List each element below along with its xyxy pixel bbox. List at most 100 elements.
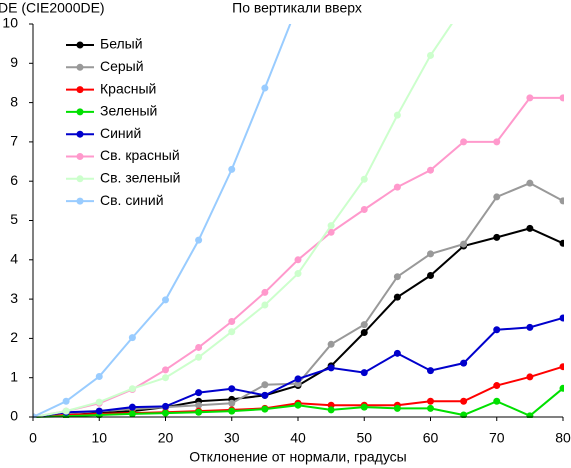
data-point [128,334,136,342]
data-point [95,373,103,381]
y-axis-label: DE (CIE2000DE) [0,0,105,16]
data-point [559,384,564,392]
data-point [228,165,236,173]
data-point [427,51,434,59]
data-point [526,94,534,102]
legend: Белый Серый Красный Зеленый Синий Св. красный… [66,36,180,208]
data-point [460,359,468,367]
data-point [559,314,564,322]
y-tick-label: 5 [10,211,18,227]
data-point [460,240,468,248]
data-point [228,328,236,336]
x-tick-label: 50 [356,430,372,446]
data-point [493,397,501,405]
data-point [327,222,335,230]
data-point [195,389,203,397]
x-tick-label: 30 [224,430,240,446]
series-line [33,24,453,418]
data-point [493,326,501,334]
data-point [360,321,368,329]
data-point [393,273,401,281]
chart-title: По вертикали вверх [232,0,362,16]
y-tick-label: 4 [10,251,18,267]
legend-label: Св. зеленый [100,170,180,186]
data-point [294,256,302,264]
data-point [393,349,401,357]
data-point [393,404,401,412]
data-point [162,402,169,410]
data-point [294,375,302,383]
data-point [95,398,103,406]
axes: 0 1 2 3 4 5 6 7 8 9 10 0 10 20 30 40 50 60 70 80 [2,15,571,446]
legend-label: Св. красный [100,147,180,163]
data-point [526,179,534,187]
data-point [493,382,501,390]
data-point [95,407,103,415]
data-point [128,403,136,411]
x-axis-label: Отклонение от нормали, градусы [189,449,406,465]
data-point [162,374,169,382]
data-point [294,401,302,409]
legend-label: Синий [100,125,141,141]
data-point [360,175,368,183]
data-point [427,250,434,258]
data-point [327,364,335,372]
data-point [294,270,302,278]
data-point [228,407,236,415]
data-point [559,197,564,205]
data-point [195,401,203,409]
data-point [427,166,434,174]
plot-area [33,24,564,418]
y-tick-label: 9 [10,54,18,70]
legend-marker [76,197,84,205]
data-point [360,205,368,213]
data-point [360,403,368,411]
data-point [526,373,534,381]
data-point [195,353,203,361]
data-point [162,296,169,304]
data-point [228,399,236,407]
legend-marker [76,130,84,138]
data-point [393,183,401,191]
data-point [460,411,468,418]
legend-marker [76,86,84,94]
x-tick-label: 20 [158,430,174,446]
data-point [393,293,401,301]
data-point [62,397,70,405]
data-point [195,343,203,351]
legend-label: Св. синий [100,192,164,208]
data-point [559,94,564,102]
data-point [261,405,269,413]
data-point [559,363,564,371]
y-tick-label: 6 [10,172,18,188]
y-tick-label: 3 [10,290,18,306]
data-point [128,410,136,418]
data-point [327,228,335,236]
legend-marker [76,108,84,116]
legend-marker [76,153,84,160]
legend-marker [76,175,84,183]
y-tick-label: 2 [10,329,18,345]
x-tick-label: 70 [489,430,505,446]
x-tick-label: 0 [29,430,37,446]
legend-label: Белый [100,36,143,52]
data-point [228,318,236,326]
data-point [261,288,269,296]
data-point [427,367,434,375]
legend-marker [76,41,84,49]
x-tick-label: 10 [91,430,107,446]
data-point [427,272,434,280]
x-tick-label: 40 [290,430,306,446]
data-point [427,404,434,412]
data-point [62,407,70,415]
data-point [559,239,564,247]
data-point [162,366,169,374]
data-point [493,233,501,241]
data-point [327,340,335,348]
data-point [393,111,401,119]
data-point [261,301,269,309]
data-point [360,329,368,337]
data-point [360,369,368,377]
legend-label: Красный [100,80,156,96]
